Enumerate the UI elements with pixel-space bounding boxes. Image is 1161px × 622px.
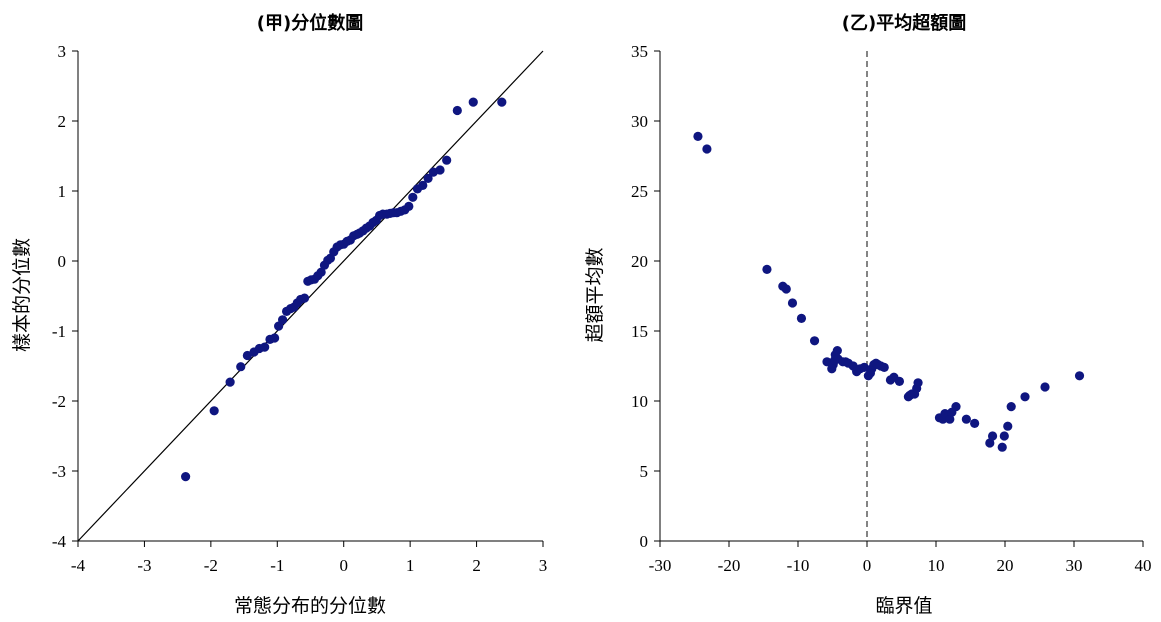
chart-title-mean-excess: (乙)平均超額圖 [842,12,966,34]
data-point-quantile [418,180,428,190]
data-point-mean-excess [702,144,712,154]
x-tick-label: -30 [649,556,672,575]
x-tick-label: 30 [1066,556,1083,575]
data-point-mean-excess [951,402,961,412]
data-point-mean-excess [1006,402,1016,412]
data-point-mean-excess [859,362,869,372]
y-tick-label: -4 [52,532,67,551]
y-tick-label: 0 [640,532,649,551]
data-point-quantile [423,173,433,183]
data-point-quantile [278,315,288,325]
data-point-quantile [408,192,418,202]
data-point-mean-excess [693,131,703,141]
data-point-quantile [225,377,235,387]
data-point-quantile [404,201,414,211]
data-point-mean-excess [999,431,1009,441]
data-point-quantile [299,293,310,303]
data-point-mean-excess [961,414,971,424]
plot-area-quantile: -4 -3 -2 -1 0 1 2 3 -4 -3 -2 -1 0 1 2 3 [52,42,547,575]
x-tick-label: -10 [787,556,810,575]
x-tick-label: -20 [718,556,741,575]
y-tick-label: 35 [631,42,648,61]
y-tick-label: -3 [52,462,66,481]
y-axis-title-mean-excess: 超額平均數 [584,247,606,342]
x-tick-label: 3 [539,556,548,575]
y-tick-label: -2 [52,392,66,411]
data-point-quantile [497,97,507,107]
data-point-quantile [181,472,191,482]
data-point-quantile [468,97,478,107]
data-point-mean-excess [1040,382,1050,392]
y-tick-label: 15 [631,322,648,341]
data-point-mean-excess [879,362,889,372]
y-tick-label: 3 [58,42,67,61]
data-point-quantile [209,406,219,416]
y-tick-label: -1 [52,322,66,341]
data-point-mean-excess [997,442,1007,452]
y-axis-title-quantile: 樣本的分位數 [11,238,33,352]
data-point-mean-excess [1003,421,1013,431]
data-point-quantile [435,165,445,175]
y-tick-label: 10 [631,392,648,411]
x-tick-label: -3 [137,556,151,575]
data-point-mean-excess [762,264,772,274]
chart-quantile-plot: (甲)分位數圖 -4 -3 -2 -1 0 1 2 3 -4 -3 -2 -1 0 1 2 3 常態分布的分位… [11,12,547,617]
x-tick-label: -1 [270,556,284,575]
y-tick-label: 2 [58,112,67,131]
x-tick-label: 40 [1135,556,1152,575]
x-tick-label: 0 [339,556,348,575]
data-point-mean-excess [987,431,998,441]
data-point-quantile [270,333,280,343]
y-tick-label: 5 [640,462,649,481]
y-tick-label: 30 [631,112,648,131]
x-tick-label: -2 [204,556,218,575]
y-tick-label: 0 [58,252,67,271]
y-tick-label: 1 [58,182,67,201]
data-point-quantile [260,342,270,352]
data-point-quantile [442,155,452,165]
data-point-mean-excess [913,378,923,388]
data-point-mean-excess [796,313,807,323]
chart-mean-excess-plot: (乙)平均超額圖 -30 -20 -10 0 10 20 30 40 0 5 10 15 20 25 30 3… [584,12,1152,617]
data-point-mean-excess [1020,392,1030,402]
plot-area-mean-excess: -30 -20 -10 0 10 20 30 40 0 5 10 15 20 25 30 35 [631,42,1152,575]
data-point-mean-excess [985,438,995,448]
data-point-mean-excess [894,376,905,386]
data-point-quantile [316,267,326,277]
y-tick-label: 25 [631,182,648,201]
data-point-mean-excess [809,336,820,346]
data-point-quantile [236,362,246,372]
x-tick-label: -4 [71,556,86,575]
data-point-mean-excess [945,414,955,424]
data-point-mean-excess [832,346,842,356]
x-tick-label: 1 [406,556,415,575]
reference-line-y-equals-x [77,50,544,542]
x-tick-label: 20 [997,556,1014,575]
x-axis-title-mean-excess: 臨界值 [875,595,932,617]
x-tick-label: 2 [472,556,481,575]
chart-title-quantile: (甲)分位數圖 [257,12,363,34]
data-point-quantile [452,105,462,116]
x-tick-label: 0 [863,556,872,575]
data-point-mean-excess [1074,371,1085,381]
data-point-mean-excess [781,284,791,294]
x-axis-title-quantile: 常態分布的分位數 [234,595,386,617]
x-tick-label: 10 [928,556,945,575]
data-point-mean-excess [970,418,980,428]
data-point-mean-excess [787,298,798,308]
y-tick-label: 20 [631,252,648,271]
